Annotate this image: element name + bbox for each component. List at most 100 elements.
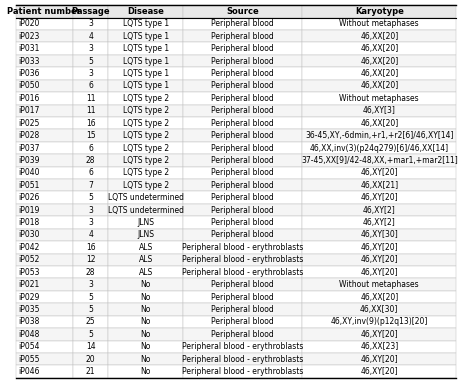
Bar (109, 216, 183, 229)
Bar (73, 328, 109, 340)
Bar (109, 303, 183, 316)
Bar (183, 117, 302, 129)
Bar (302, 55, 456, 67)
Bar (73, 142, 109, 154)
Bar (109, 328, 183, 340)
Bar (183, 92, 302, 105)
Bar (16, 204, 73, 216)
Bar (109, 340, 183, 353)
Text: Peripheral blood: Peripheral blood (211, 169, 274, 177)
Text: 36-45,XY,-6dmin,+r1,+r2[6]/46,XY[14]: 36-45,XY,-6dmin,+r1,+r2[6]/46,XY[14] (305, 131, 454, 140)
Text: 21: 21 (86, 367, 95, 376)
Bar (109, 229, 183, 241)
Text: 6: 6 (88, 144, 93, 152)
Bar (16, 179, 73, 192)
Bar (16, 30, 73, 43)
Text: 3: 3 (88, 44, 93, 53)
Bar (183, 5, 302, 18)
Bar (16, 142, 73, 154)
Bar (183, 353, 302, 365)
Bar (109, 92, 183, 105)
Text: iP054: iP054 (18, 342, 40, 351)
Bar (183, 278, 302, 291)
Bar (302, 328, 456, 340)
Text: 46,XX[20]: 46,XX[20] (360, 32, 399, 41)
Bar (73, 92, 109, 105)
Bar (16, 353, 73, 365)
Bar (16, 216, 73, 229)
Text: iP017: iP017 (18, 106, 40, 115)
Text: No: No (141, 318, 151, 326)
Text: LQTS type 2: LQTS type 2 (123, 131, 169, 140)
Text: 15: 15 (86, 131, 96, 140)
Bar (73, 55, 109, 67)
Text: Karyotype: Karyotype (355, 7, 404, 16)
Text: iP036: iP036 (18, 69, 40, 78)
Text: 6: 6 (88, 169, 93, 177)
Text: No: No (141, 355, 151, 364)
Text: Peripheral blood: Peripheral blood (211, 218, 274, 227)
Bar (73, 241, 109, 254)
Text: 5: 5 (88, 57, 93, 65)
Bar (16, 303, 73, 316)
Bar (109, 80, 183, 92)
Bar (302, 316, 456, 328)
Bar (183, 204, 302, 216)
Text: 4: 4 (88, 32, 93, 41)
Bar (302, 30, 456, 43)
Bar (73, 80, 109, 92)
Bar (302, 241, 456, 254)
Text: 11: 11 (86, 94, 95, 103)
Bar (73, 340, 109, 353)
Bar (109, 67, 183, 80)
Bar (73, 105, 109, 117)
Text: iP042: iP042 (18, 243, 40, 252)
Bar (16, 67, 73, 80)
Text: No: No (141, 342, 151, 351)
Text: Peripheral blood: Peripheral blood (211, 330, 274, 339)
Text: LQTS undetermined: LQTS undetermined (108, 206, 184, 214)
Text: LQTS type 1: LQTS type 1 (123, 82, 169, 90)
Bar (16, 328, 73, 340)
Text: 46,XY,inv(9)(p12q13)[20]: 46,XY,inv(9)(p12q13)[20] (331, 318, 428, 326)
Bar (183, 167, 302, 179)
Bar (302, 204, 456, 216)
Text: iP055: iP055 (18, 355, 40, 364)
Text: 5: 5 (88, 193, 93, 202)
Bar (183, 105, 302, 117)
Bar (73, 353, 109, 365)
Bar (73, 67, 109, 80)
Text: iP035: iP035 (18, 305, 40, 314)
Bar (16, 154, 73, 167)
Bar (183, 340, 302, 353)
Text: 46,XX,inv(3)(p24q279)[6]/46,XX[14]: 46,XX,inv(3)(p24q279)[6]/46,XX[14] (310, 144, 449, 152)
Bar (16, 291, 73, 303)
Text: Peripheral blood - erythroblasts: Peripheral blood - erythroblasts (182, 367, 303, 376)
Bar (73, 204, 109, 216)
Text: 46,XY[20]: 46,XY[20] (361, 255, 398, 264)
Bar (302, 365, 456, 378)
Text: Peripheral blood: Peripheral blood (211, 144, 274, 152)
Bar (302, 129, 456, 142)
Text: LQTS type 1: LQTS type 1 (123, 32, 169, 41)
Bar (73, 30, 109, 43)
Bar (16, 316, 73, 328)
Text: 46,XY[20]: 46,XY[20] (361, 268, 398, 277)
Bar (16, 105, 73, 117)
Text: iP033: iP033 (18, 57, 40, 65)
Text: 46,XX[20]: 46,XX[20] (360, 293, 399, 301)
Text: 3: 3 (88, 218, 93, 227)
Text: iP048: iP048 (18, 330, 40, 339)
Text: Disease: Disease (128, 7, 164, 16)
Text: Peripheral blood: Peripheral blood (211, 156, 274, 165)
Text: Peripheral blood: Peripheral blood (211, 44, 274, 53)
Text: Peripheral blood: Peripheral blood (211, 181, 274, 190)
Text: 46,XY[20]: 46,XY[20] (361, 169, 398, 177)
Text: LQTS type 2: LQTS type 2 (123, 181, 169, 190)
Text: 7: 7 (88, 181, 93, 190)
Text: 16: 16 (86, 119, 96, 128)
Bar (16, 5, 73, 18)
Bar (183, 80, 302, 92)
Text: 6: 6 (88, 82, 93, 90)
Text: LQTS type 2: LQTS type 2 (123, 94, 169, 103)
